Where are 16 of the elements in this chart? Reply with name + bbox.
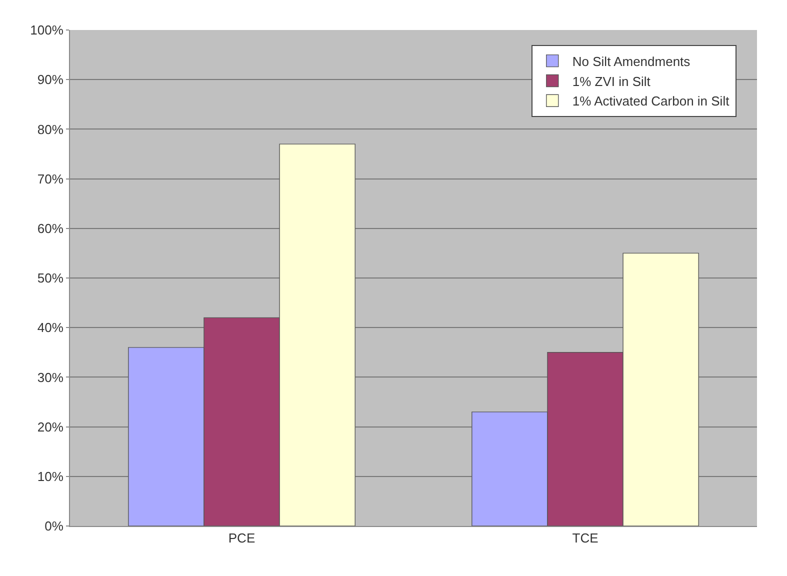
y-tick-label: 70% — [37, 171, 64, 186]
y-tick-label: 40% — [37, 320, 64, 336]
x-tick-label: PCE — [228, 530, 256, 546]
y-tick-label: 30% — [37, 370, 64, 385]
y-tick-label: 10% — [37, 468, 64, 484]
y-tick-label: 90% — [37, 72, 64, 88]
y-tick-label: 80% — [37, 122, 64, 137]
legend-label: 1% ZVI in Silt — [572, 74, 651, 89]
legend-label: 1% Activated Carbon in Silt — [572, 94, 730, 109]
x-tick-label: TCE — [572, 530, 599, 546]
y-tick-label: 60% — [37, 220, 64, 236]
y-tick-label: 0% — [44, 518, 64, 534]
y-tick-label: 50% — [37, 270, 64, 286]
y-tick-label: 100% — [30, 22, 64, 38]
y-tick-label: 20% — [37, 419, 64, 434]
legend-label: No Silt Amendments — [572, 54, 691, 69]
